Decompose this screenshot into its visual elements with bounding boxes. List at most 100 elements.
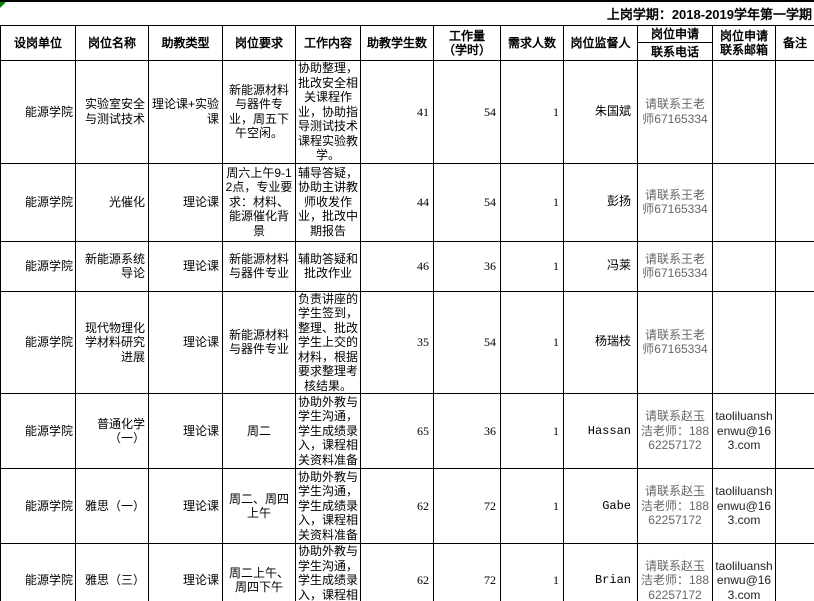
table-row: 能源学院 雅思（一） 理论课 周二、周四上午 协助外教与学生沟通，学生成绩录入，… (0, 468, 814, 544)
col-header-apply-phone-bottom: 联系电话 (650, 44, 699, 59)
cell-requirement: 周二 (222, 393, 296, 469)
cell-apply-email: taoliluanshenwu@163.com (712, 543, 776, 601)
cell-ta-type: 理论课 (148, 468, 223, 544)
cell-remark (775, 290, 814, 394)
cell-student-count: 44 (360, 162, 434, 242)
cell-apply-phone: 请联系王老师67165334 (637, 290, 713, 394)
table-row: 能源学院 现代物理化学材料研究进展 理论课 新能源材料与器件专业 负责讲座的学生… (0, 290, 814, 394)
cell-workload: 54 (433, 162, 501, 242)
cell-supervisor: 杨瑞枝 (563, 290, 638, 394)
cell-requirement: 周六上午9-12点，专业要求：材料、能源催化背景 (222, 162, 296, 242)
cell-work-content: 协助外教与学生沟通，学生成绩录入，课程相关资料准备 (295, 543, 361, 601)
cell-headcount: 1 (500, 60, 564, 164)
cell-requirement: 新能源材料与器件专业 (222, 240, 296, 292)
cell-remark (775, 162, 814, 242)
col-header-apply-email-line2: 联系邮箱 (719, 43, 768, 57)
cell-unit: 能源学院 (0, 60, 76, 164)
cell-unit: 能源学院 (0, 240, 76, 292)
cell-headcount: 1 (500, 468, 564, 544)
cell-student-count: 46 (360, 240, 434, 292)
cell-workload: 54 (433, 290, 501, 394)
col-header-workload-line1: 工作量 (448, 29, 485, 43)
cell-ta-type: 理论课+实验课 (148, 60, 223, 164)
col-header-position-name: 岗位名称 (75, 25, 149, 61)
cell-position-name: 实验室安全与测试技术 (75, 60, 149, 164)
cell-position-name: 雅思（三） (75, 543, 149, 601)
cell-apply-phone: 请联系赵玉洁老师：18862257172 (637, 393, 713, 469)
cell-unit: 能源学院 (0, 543, 76, 601)
table-row: 能源学院 光催化 理论课 周六上午9-12点，专业要求：材料、能源催化背景 辅导… (0, 162, 814, 242)
cell-requirement: 周二、周四上午 (222, 468, 296, 544)
cell-unit: 能源学院 (0, 290, 76, 394)
cell-student-count: 65 (360, 393, 434, 469)
cell-headcount: 1 (500, 543, 564, 601)
cell-remark (775, 468, 814, 544)
cell-apply-email (712, 162, 776, 242)
semester-title: 上岗学期：2018-2019学年第一学期 (606, 7, 812, 22)
col-header-supervisor: 岗位监督人 (563, 25, 638, 61)
cell-workload: 72 (433, 468, 501, 544)
cell-ta-type: 理论课 (148, 543, 223, 601)
cell-remark (775, 60, 814, 164)
cell-apply-email (712, 240, 776, 292)
cell-remark (775, 393, 814, 469)
table-row: 能源学院 普通化学（一） 理论课 周二 协助外教与学生沟通，学生成绩录入，课程相… (0, 393, 814, 469)
cell-requirement: 新能源材料与器件专业，周五下午空闲。 (222, 60, 296, 164)
cell-headcount: 1 (500, 240, 564, 292)
col-header-unit: 设岗单位 (0, 25, 76, 61)
cell-supervisor: 冯莱 (563, 240, 638, 292)
cell-apply-phone: 请联系赵玉洁老师：18862257172 (637, 468, 713, 544)
cell-unit: 能源学院 (0, 468, 76, 544)
col-header-headcount: 需求人数 (500, 25, 564, 61)
header-row: 设岗单位 岗位名称 助教类型 岗位要求 工作内容 助教学生数 工作量 （学时） … (0, 25, 814, 61)
col-header-workload: 工作量 （学时） (433, 25, 501, 61)
cell-position-name: 普通化学（一） (75, 393, 149, 469)
cell-work-content: 辅导答疑，协助主讲教师收发作业，批改中期报告 (295, 162, 361, 242)
cell-supervisor: 朱国斌 (563, 60, 638, 164)
cell-work-content: 负责讲座的学生签到，整理、批改学生上交的材料，根据要求整理考核结果。 (295, 290, 361, 394)
cell-headcount: 1 (500, 393, 564, 469)
cell-headcount: 1 (500, 290, 564, 394)
cell-remark (775, 543, 814, 601)
table-row: 能源学院 新能源系统导论 理论课 新能源材料与器件专业 辅助答疑和批改作业 46… (0, 240, 814, 292)
cell-remark (775, 240, 814, 292)
cell-student-count: 62 (360, 468, 434, 544)
cell-workload: 72 (433, 543, 501, 601)
cell-work-content: 协助外教与学生沟通，学生成绩录入，课程相关资料准备 (295, 393, 361, 469)
cell-apply-email: taoliluanshenwu@163.com (712, 393, 776, 469)
cell-work-content: 辅助答疑和批改作业 (295, 240, 361, 292)
cell-student-count: 35 (360, 290, 434, 394)
cell-position-name: 雅思（一） (75, 468, 149, 544)
cell-ta-type: 理论课 (148, 162, 223, 242)
col-header-remark: 备注 (775, 25, 814, 61)
cell-requirement: 周二上午、周四下午 (222, 543, 296, 601)
cell-position-name: 光催化 (75, 162, 149, 242)
col-header-ta-type: 助教类型 (148, 25, 223, 61)
cell-workload: 36 (433, 240, 501, 292)
cell-position-name: 新能源系统导论 (75, 240, 149, 292)
cell-unit: 能源学院 (0, 393, 76, 469)
col-header-student-count: 助教学生数 (360, 25, 434, 61)
cell-ta-type: 理论课 (148, 290, 223, 394)
cell-headcount: 1 (500, 162, 564, 242)
title-row: 上岗学期：2018-2019学年第一学期 (0, 0, 814, 25)
cell-student-count: 62 (360, 543, 434, 601)
cell-ta-type: 理论课 (148, 240, 223, 292)
cell-apply-email (712, 60, 776, 164)
col-header-apply-email: 岗位申请 联系邮箱 (712, 25, 776, 61)
cell-apply-email (712, 290, 776, 394)
col-header-apply-email-line1: 岗位申请 (719, 29, 768, 43)
cell-work-content: 协助外教与学生沟通，学生成绩录入，课程相关资料准备 (295, 468, 361, 544)
excel-error-corner-icon (0, 2, 6, 8)
cell-student-count: 41 (360, 60, 434, 164)
col-header-apply-phone-top: 岗位申请 (638, 27, 712, 43)
cell-apply-phone: 请联系王老师67165334 (637, 60, 713, 164)
cell-apply-email: taoliluanshenwu@163.com (712, 468, 776, 544)
positions-table: 设岗单位 岗位名称 助教类型 岗位要求 工作内容 助教学生数 工作量 （学时） … (0, 25, 814, 601)
cell-workload: 54 (433, 60, 501, 164)
cell-supervisor: 彭扬 (563, 162, 638, 242)
cell-supervisor: Hassan (563, 393, 638, 469)
col-header-requirement: 岗位要求 (222, 25, 296, 61)
table-row: 能源学院 雅思（三） 理论课 周二上午、周四下午 协助外教与学生沟通，学生成绩录… (0, 543, 814, 601)
col-header-work-content: 工作内容 (295, 25, 361, 61)
